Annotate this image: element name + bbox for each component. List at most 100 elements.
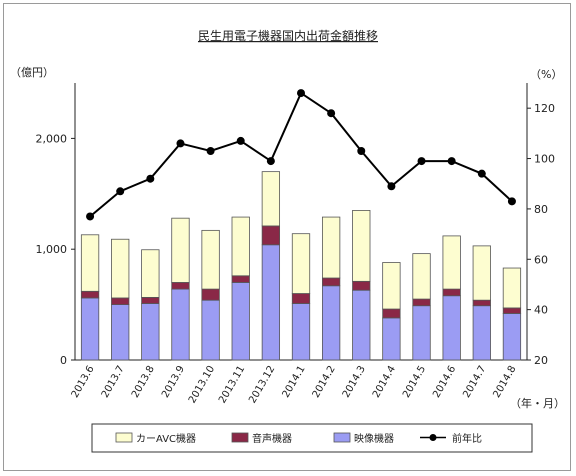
bar-segment-video <box>141 303 160 361</box>
x-tick-label: 2013.10 <box>187 364 217 405</box>
bar-segment-car-avc <box>442 235 461 290</box>
bar-segment-audio <box>80 290 100 299</box>
yoy-point <box>297 89 305 98</box>
x-tick-label: 2014.3 <box>341 364 368 400</box>
chart-title: 民生用電子機器国内出荷金額推移 <box>198 28 378 43</box>
x-tick-label: 2014.2 <box>311 364 338 400</box>
y-left-tick-label: 2,000 <box>36 132 68 145</box>
y-right-tick-label: 100 <box>534 153 555 166</box>
bar-segment-car-avc <box>141 249 160 298</box>
y-right-tick-label: 40 <box>534 304 548 317</box>
bar-segment-video <box>502 313 522 361</box>
bar-segment-car-avc <box>261 171 281 227</box>
bar-segment-car-avc <box>171 217 190 283</box>
yoy-point <box>206 146 215 155</box>
bar-segment-car-avc <box>502 267 522 309</box>
x-tick-label: 2013.7 <box>100 364 127 400</box>
x-tick-label: 2013.12 <box>247 364 277 405</box>
bar-segment-car-avc <box>111 238 130 299</box>
bar-segment-audio <box>231 275 250 283</box>
x-tick-label: 2014.7 <box>461 364 488 400</box>
bar-segment-audio <box>141 296 160 304</box>
bar-segment-car-avc <box>201 229 220 290</box>
bar-segment-audio <box>502 307 522 314</box>
bar-segment-audio <box>352 280 371 291</box>
bar-segment-audio <box>412 298 431 307</box>
bar-segment-video <box>201 299 220 361</box>
yoy-point <box>116 187 125 196</box>
bar-segment-video <box>111 304 130 361</box>
legend-label-car-avc: カーAVC機器 <box>136 432 196 445</box>
yoy-point <box>176 139 185 148</box>
bar-segment-car-avc <box>231 216 250 277</box>
y-right-tick-label: 80 <box>534 203 548 216</box>
line-series <box>86 89 516 221</box>
y-left-tick-label: 0 <box>60 354 67 367</box>
x-tick-labels: 2013.6 2013.7 2013.8 2013.9 2013.10 2013.11 20… <box>70 364 519 405</box>
bar-segment-video <box>80 297 100 361</box>
bar-segment-video <box>352 289 371 361</box>
bar-segment-audio <box>261 225 281 246</box>
bar-segment-car-avc <box>321 216 341 279</box>
yoy-point <box>357 146 366 155</box>
bar-segment-video <box>291 303 311 361</box>
bar-segment-car-avc <box>291 233 311 294</box>
yoy-point <box>447 157 456 166</box>
bar-segment-audio <box>472 299 491 307</box>
bar-segment-video <box>472 305 491 361</box>
bar-segment-car-avc <box>352 210 371 282</box>
x-tick-label: 2013.6 <box>70 364 97 400</box>
legend-label-yoy: 前年比 <box>452 432 482 445</box>
yoy-line <box>89 91 513 218</box>
bar-segment-video <box>231 282 250 361</box>
legend-label-audio: 音声機器 <box>252 432 292 445</box>
bar-segment-audio <box>291 293 311 304</box>
bar-segment-audio <box>321 277 341 287</box>
y-left-tick-label: 1,000 <box>36 243 68 256</box>
legend-swatch-video <box>333 432 351 443</box>
bar-segment-video <box>321 285 341 361</box>
yoy-point <box>507 197 516 206</box>
yoy-point <box>236 136 245 145</box>
yoy-point <box>327 109 336 118</box>
legend-label-video: 映像機器 <box>354 432 394 445</box>
legend-swatch-audio <box>231 432 249 443</box>
legend-swatch-car-avc <box>115 432 133 443</box>
bar-segment-car-avc <box>472 245 491 301</box>
y-left-axis-label: （億円） <box>10 66 54 79</box>
x-tick-label: 2013.9 <box>160 364 187 400</box>
x-tick-label: 2014.8 <box>492 364 519 400</box>
yoy-point <box>387 182 396 191</box>
yoy-point <box>146 174 155 183</box>
legend: カーAVC機器 音声機器 映像機器 前年比 <box>91 423 533 453</box>
legend-box <box>91 423 533 453</box>
y-right-tick-label: 20 <box>534 354 548 367</box>
x-tick-label: 2013.11 <box>217 364 247 405</box>
bar-segment-audio <box>171 282 190 290</box>
bar-segment-audio <box>382 308 401 319</box>
y-right-tick-label: 120 <box>534 102 555 115</box>
x-unit-label: （年・月） <box>510 396 565 410</box>
bar-segment-video <box>442 295 461 361</box>
bar-segment-video <box>412 305 431 361</box>
bar-series <box>80 171 522 361</box>
bar-segment-car-avc <box>412 253 431 300</box>
bar-segment-video <box>171 288 190 361</box>
x-tick-label: 2013.8 <box>130 364 157 400</box>
x-tick-label: 2014.1 <box>281 364 308 400</box>
x-tick-label: 2014.6 <box>431 364 458 400</box>
bar-segment-video <box>382 317 401 361</box>
bar-segment-car-avc <box>80 234 100 292</box>
bar-segment-audio <box>442 288 461 297</box>
bar-segment-audio <box>201 288 220 301</box>
yoy-point <box>86 212 95 221</box>
x-tick-label: 2014.5 <box>401 364 428 400</box>
y-right-tick-label: 60 <box>534 253 548 266</box>
yoy-point <box>266 157 275 166</box>
x-tick-label: 2014.4 <box>371 364 398 400</box>
y-right-axis-label: （%） <box>530 68 562 81</box>
bar-segment-audio <box>111 297 130 305</box>
bar-segment-car-avc <box>382 262 401 310</box>
legend-marker-yoy <box>429 434 437 441</box>
